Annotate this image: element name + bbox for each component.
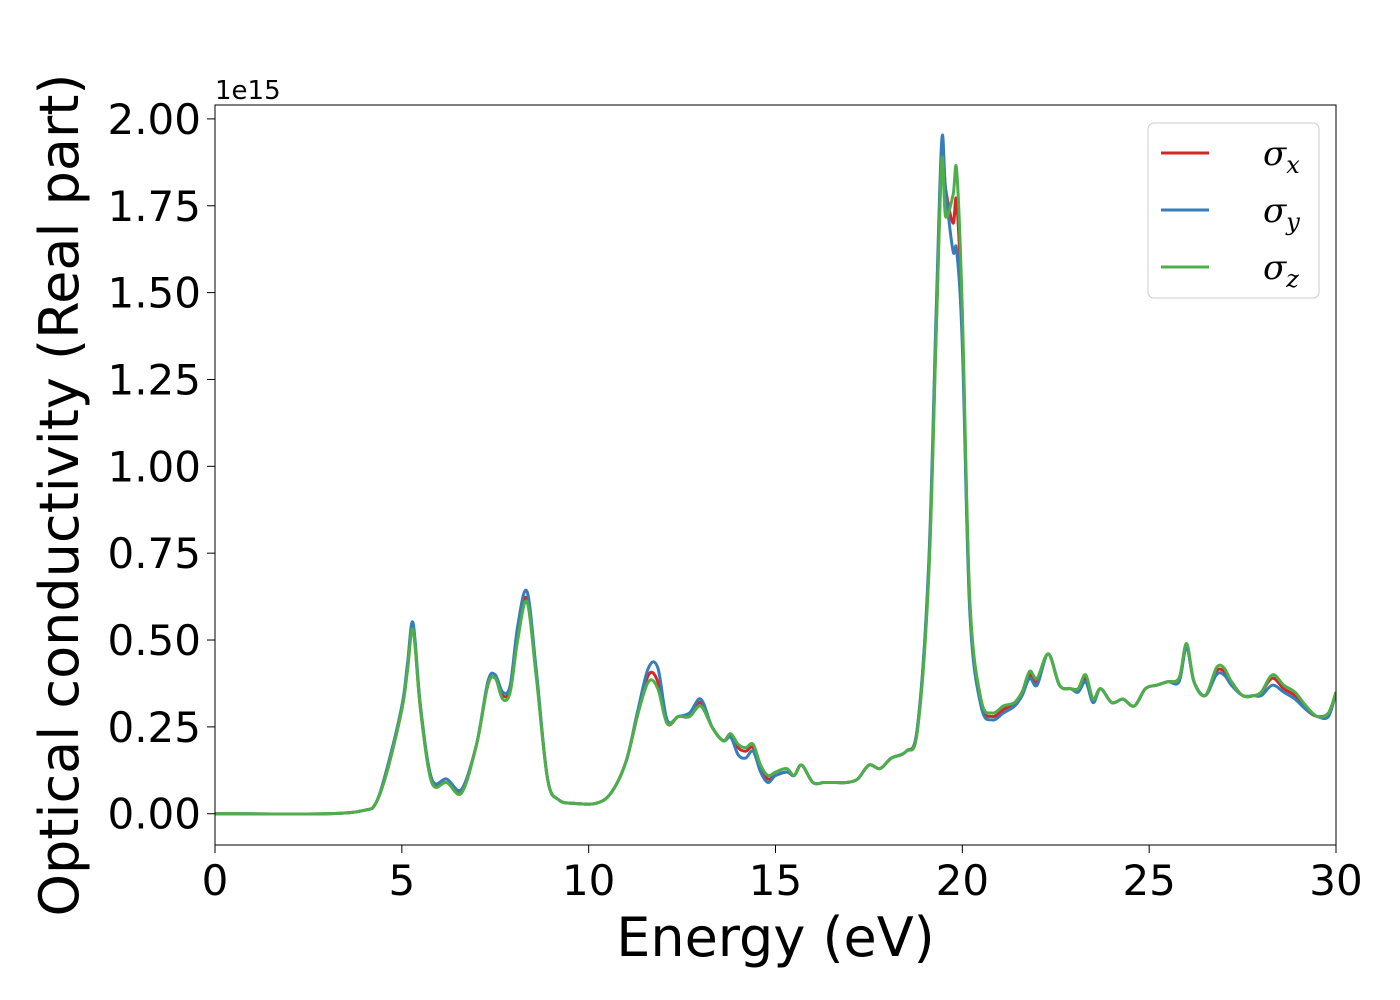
legend-symbol: σ xyxy=(1263,248,1287,288)
legend-subscript: y xyxy=(1285,208,1300,236)
y-tick-label: 1.00 xyxy=(107,442,201,491)
x-axis: 0 5 10 15 20 25 30 xyxy=(202,845,1363,905)
legend-symbol: σ xyxy=(1263,134,1287,174)
y-tick-label: 1.25 xyxy=(107,355,201,404)
y-offset-label: 1e15 xyxy=(215,76,281,106)
x-tick-label: 5 xyxy=(388,856,415,905)
y-axis: 0.00 0.25 0.50 0.75 1.00 1.25 1.50 1.75 2.00 xyxy=(107,95,215,839)
x-tick-label: 15 xyxy=(749,856,802,905)
legend-subscript: z xyxy=(1285,265,1299,293)
y-tick-label: 2.00 xyxy=(107,95,201,144)
legend-subscript: x xyxy=(1286,151,1300,179)
legend-box xyxy=(1147,122,1320,299)
x-tick-label: 10 xyxy=(562,856,615,905)
y-tick-label: 0.25 xyxy=(107,703,201,752)
y-tick-label: 0.00 xyxy=(107,790,201,839)
legend-label: σy xyxy=(1263,191,1300,236)
x-tick-label: 25 xyxy=(1122,856,1175,905)
series-layer xyxy=(215,133,1336,816)
y-tick-label: 1.50 xyxy=(107,269,201,318)
legend-symbol: σ xyxy=(1263,191,1287,231)
x-tick-label: 30 xyxy=(1309,856,1362,905)
x-tick-label: 20 xyxy=(936,856,989,905)
series-line-sigma-z xyxy=(215,155,1336,816)
legend-label: σz xyxy=(1263,248,1299,293)
x-tick-label: 0 xyxy=(202,856,229,905)
y-tick-label: 1.75 xyxy=(107,182,201,231)
y-axis-title: Optical conductivity (Real part) xyxy=(28,74,91,917)
x-axis-title: Energy (eV) xyxy=(616,906,935,969)
legend-label: σx xyxy=(1263,134,1300,179)
y-tick-label: 0.75 xyxy=(107,529,201,578)
y-tick-label: 0.50 xyxy=(107,616,201,665)
